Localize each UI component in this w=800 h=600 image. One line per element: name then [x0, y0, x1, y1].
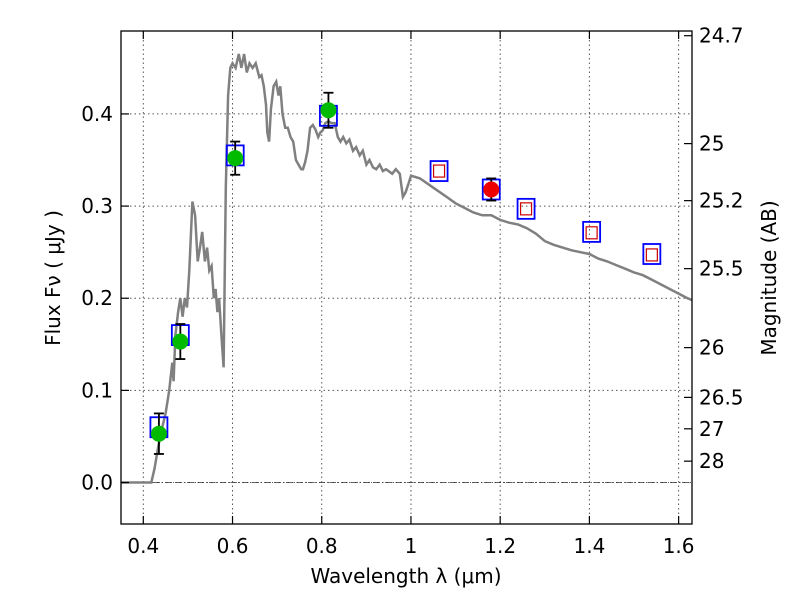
- upper-limit-square: [432, 164, 446, 178]
- right-tick-label: 25.2: [699, 189, 744, 213]
- y-tick-label: 0.1: [81, 378, 113, 402]
- detection-point: [483, 181, 500, 198]
- y-tick-label: 0.4: [81, 102, 113, 126]
- detection-point: [320, 102, 337, 119]
- model-band-square: [642, 243, 662, 265]
- model-band-square: [429, 160, 449, 182]
- x-tick-label: 1.6: [663, 534, 695, 558]
- x-tick-label: 1.2: [484, 534, 516, 558]
- x-tick-label: 0.6: [217, 534, 249, 558]
- y-axis-label: Flux Fν ( μJy ): [41, 210, 65, 346]
- right-tick-label: 26.5: [699, 385, 744, 409]
- upper-limit-square: [645, 248, 658, 262]
- plot-frame: [120, 30, 693, 525]
- x-tick-label: 0.4: [127, 534, 159, 558]
- upper-limit-square: [519, 202, 533, 216]
- x-tick-label: 0.8: [306, 534, 338, 558]
- y-tick-label: 0.3: [81, 194, 113, 218]
- right-tick-label: 28: [699, 449, 724, 473]
- model-band-square: [582, 220, 602, 243]
- detection-point: [150, 425, 167, 442]
- right-tick-label: 25.5: [699, 257, 744, 281]
- markers: [149, 91, 662, 455]
- right-axis-label: Magnitude (AB): [757, 200, 781, 355]
- right-tick-label: 27: [699, 417, 724, 441]
- y-tick-label: 0.0: [81, 471, 113, 495]
- plot-area: [121, 53, 692, 484]
- right-tick-label: 25: [699, 132, 724, 156]
- x-axis-label: Wavelength λ (μm): [310, 564, 501, 588]
- grid: [121, 31, 692, 524]
- right-tick-label: 26: [699, 336, 724, 360]
- y-tick-label: 0.2: [81, 286, 113, 310]
- model-sed-line: [121, 53, 692, 484]
- axis-ticks: 0.4 0.6 0.8 1 1.2 1.4 1.6 0.0 0.1 0.2 0.3 0.4 24.7 25…: [81, 24, 743, 558]
- right-tick-label: 24.7: [699, 24, 744, 48]
- x-tick-label: 1: [405, 534, 418, 558]
- model-band-square: [516, 197, 536, 220]
- detection-point: [172, 333, 189, 350]
- detection-point: [227, 150, 244, 167]
- x-tick-label: 1.4: [573, 534, 605, 558]
- upper-limit-square: [585, 226, 598, 240]
